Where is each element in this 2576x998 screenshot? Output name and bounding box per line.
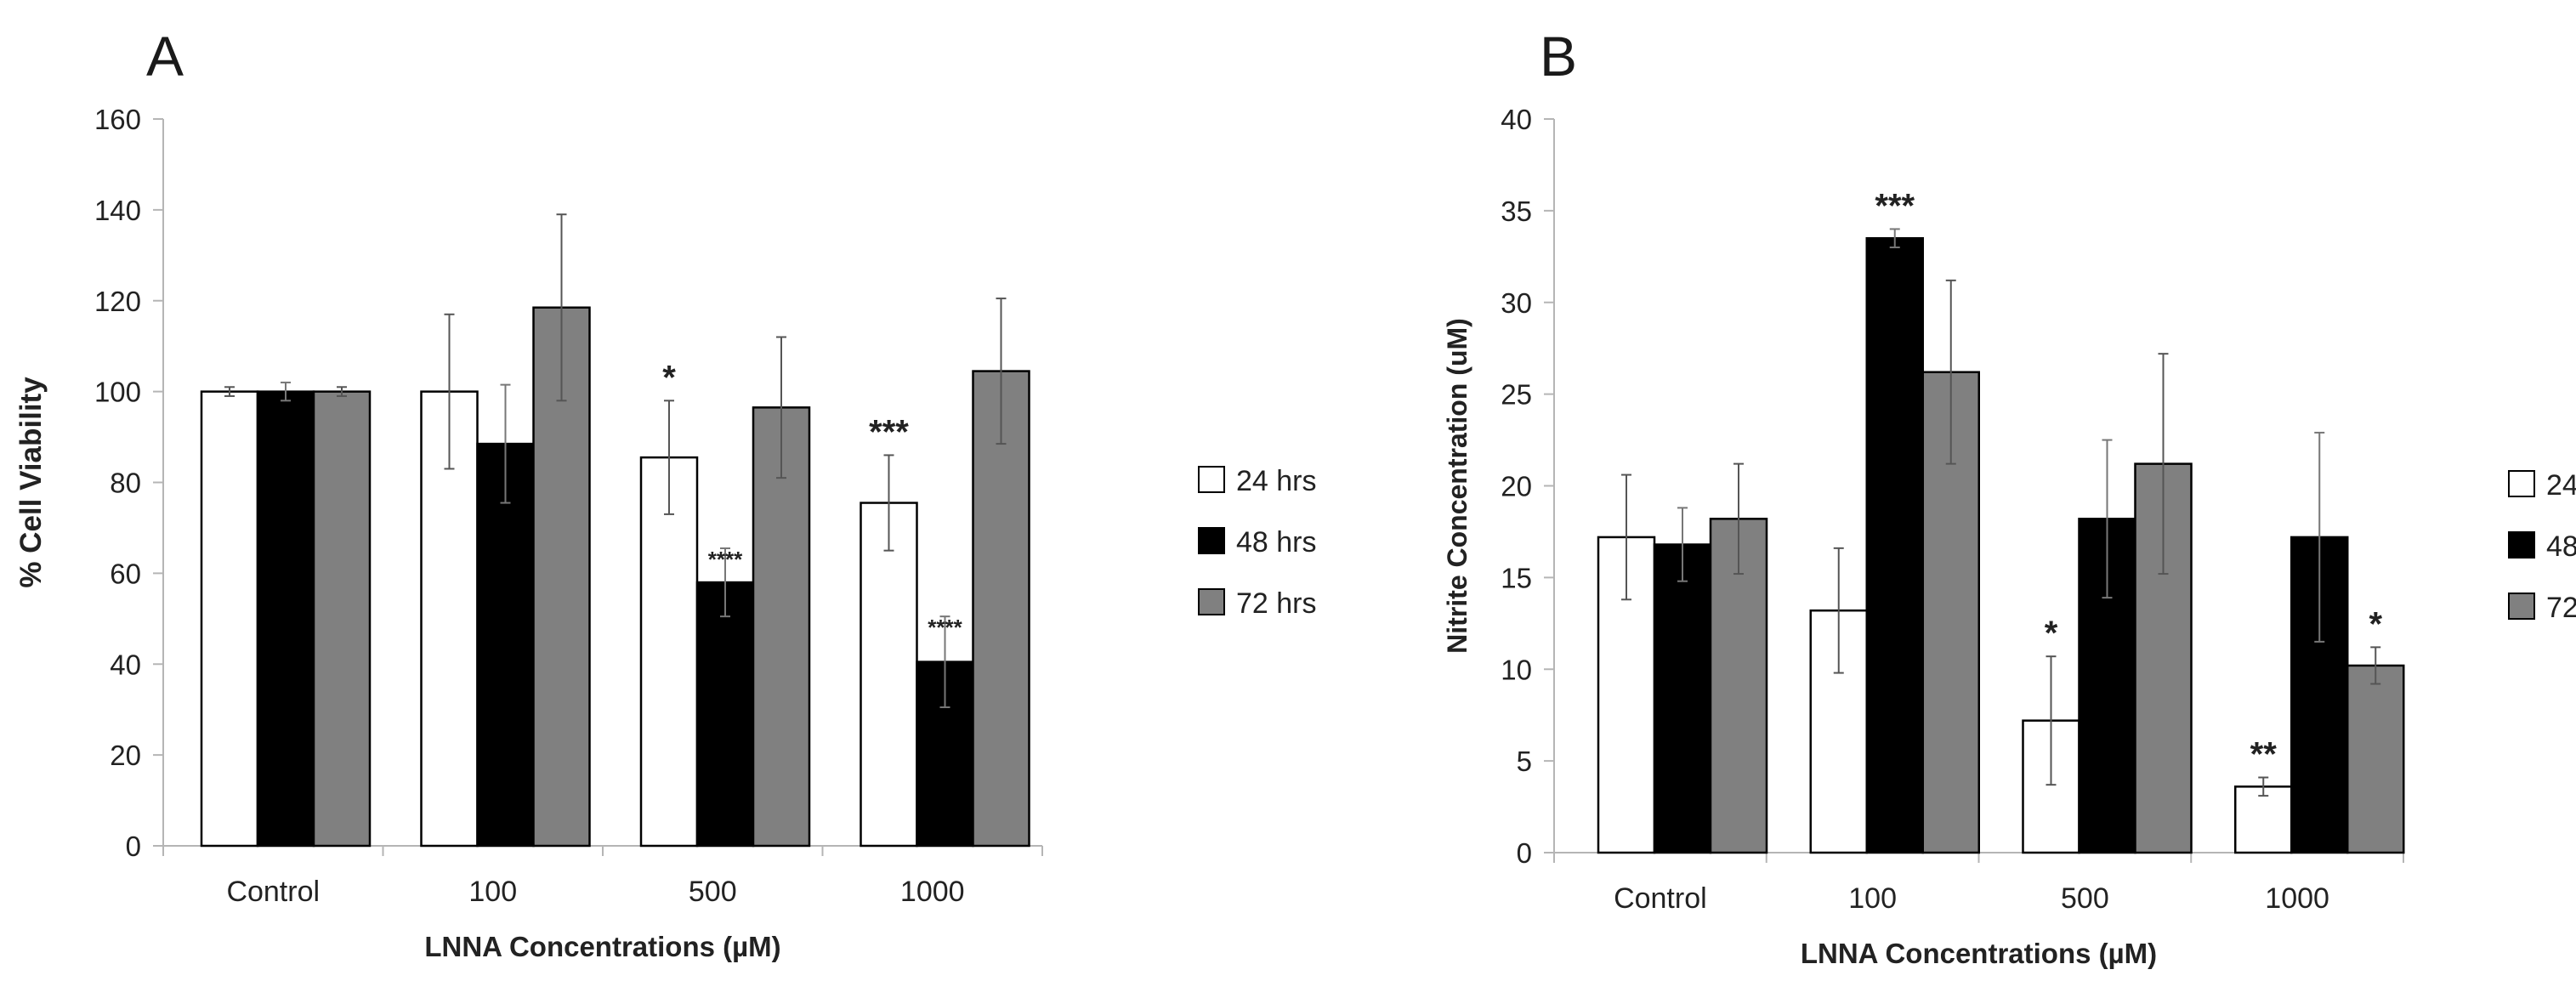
legend-label: 72 hrs <box>2546 592 2576 624</box>
legend-swatch <box>2508 531 2535 559</box>
bar <box>2346 664 2405 854</box>
panel-letter-b: B <box>1540 25 1578 88</box>
y-tick-label: 10 <box>1501 654 1532 685</box>
chart-a: 0 20 40 60 80 100 120 140 160 Control 100 500 1000 LN… <box>14 104 1317 962</box>
x-axis-title: LNNA Concentrations (µM) <box>1801 938 2157 969</box>
bar <box>476 442 535 848</box>
y-tick-label: 100 <box>94 377 141 408</box>
legend-label: 24 hrs <box>1236 465 1317 497</box>
x-axis-title: LNNA Concentrations (µM) <box>424 931 780 962</box>
y-axis-title: % Cell Viability <box>14 377 48 588</box>
panel-letter-a: A <box>146 25 184 88</box>
legend-swatch <box>1198 466 1225 493</box>
x-tick-label: 500 <box>689 876 737 908</box>
x-tick-label: Control <box>1614 882 1707 915</box>
legend-swatch <box>2508 593 2535 620</box>
bar <box>639 456 699 848</box>
significance-label: **** <box>928 615 962 640</box>
panel-a: A 0 20 40 60 80 100 120 140 160 Control 100 500 1000… <box>14 25 1317 962</box>
y-tick-label: 20 <box>110 740 141 771</box>
bar <box>752 406 811 848</box>
x-tick-label: 100 <box>1848 882 1897 915</box>
x-tick-label: 100 <box>468 876 517 908</box>
bar <box>312 390 372 848</box>
bar <box>1865 236 1924 854</box>
x-tick-label: 500 <box>2061 882 2109 915</box>
y-tick-label: 140 <box>94 195 141 226</box>
significance-label: * <box>2369 605 2382 643</box>
legend-swatch <box>2508 470 2535 497</box>
panel-b: B 0 5 10 15 20 25 30 35 40 Control 100 500 1000 LNNA … <box>1288 0 2576 998</box>
x-tick-label: 1000 <box>900 876 965 908</box>
bar <box>1653 543 1712 854</box>
significance-label: * <box>2045 615 2058 652</box>
y-tick-label: 160 <box>94 104 141 135</box>
legend-swatch <box>1198 588 1225 615</box>
y-tick-label: 30 <box>1501 287 1532 319</box>
bar <box>2234 785 2293 854</box>
x-tick-label: 1000 <box>2265 882 2329 915</box>
significance-label: ** <box>2250 736 2278 774</box>
y-tick-label: 80 <box>110 468 141 499</box>
x-tick-label: Control <box>226 876 320 908</box>
legend-label: 48 hrs <box>1236 526 1317 559</box>
y-tick-label: 40 <box>1501 104 1532 135</box>
y-tick-label: 120 <box>94 286 141 317</box>
legend-label: 48 hrs <box>2546 530 2576 563</box>
bar <box>200 390 259 848</box>
y-axis-title: Nitrite Concentration (uM) <box>1442 318 1472 654</box>
y-tick-label: 40 <box>110 649 141 680</box>
y-tick-label: 0 <box>126 831 141 862</box>
legend-label: 24 hrs <box>2546 469 2576 502</box>
y-tick-label: 15 <box>1501 562 1532 593</box>
y-tick-label: 60 <box>110 558 141 589</box>
significance-label: **** <box>708 547 743 572</box>
significance-label: *** <box>1875 187 1915 224</box>
y-tick-label: 25 <box>1501 379 1532 411</box>
legend-label: 72 hrs <box>1236 587 1317 620</box>
significance-label: *** <box>869 413 909 451</box>
y-tick-label: 20 <box>1501 471 1532 502</box>
bar <box>256 390 315 848</box>
bar <box>972 370 1030 848</box>
bar <box>860 502 918 848</box>
legend-swatch <box>1198 527 1225 554</box>
y-tick-label: 35 <box>1501 196 1532 227</box>
y-tick-label: 0 <box>1517 837 1532 869</box>
y-tick-label: 5 <box>1517 746 1532 777</box>
significance-label: * <box>662 359 676 396</box>
bar <box>695 581 755 848</box>
chart-b: 0 5 10 15 20 25 30 35 40 Control 100 500 1000 LNNA Co… <box>1442 104 2576 969</box>
